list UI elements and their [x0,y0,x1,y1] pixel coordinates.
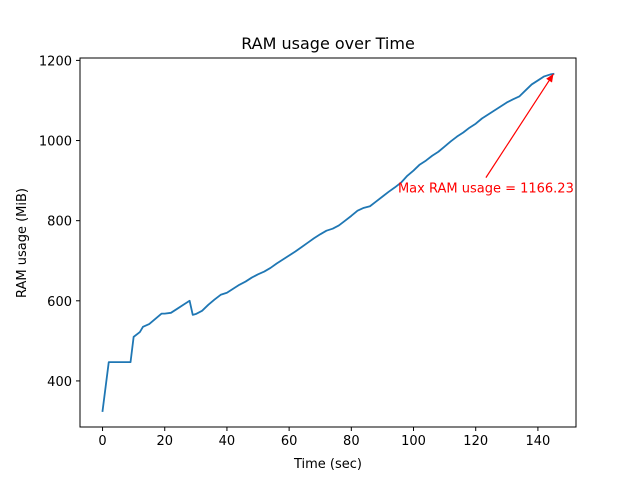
y-tick-label: 600 [47,295,72,310]
y-tick-label: 400 [47,375,72,390]
y-axis-label: RAM usage (MiB) [15,188,30,298]
y-tick-label: 800 [47,215,72,230]
x-axis-ticks: 0 20 40 60 80 100 120 140 [98,427,550,449]
axes-frame [79,57,577,428]
x-tick-label: 140 [525,434,550,449]
ram-usage-series-line [101,72,555,412]
max-ram-arrow-head [546,73,554,83]
x-axis-label: Time (sec) [293,457,362,472]
y-axis-ticks: 400 600 800 1000 1200 [39,54,80,390]
y-tick-label: 1200 [39,54,72,69]
x-tick-label: 100 [401,434,426,449]
x-tick-label: 40 [219,434,236,449]
x-tick-label: 80 [343,434,360,449]
x-tick-label: 60 [281,434,298,449]
x-tick-label: 0 [98,434,106,449]
plot-area: Max RAM usage = 1166.23 [79,57,577,428]
chart-title: RAM usage over Time [241,34,415,53]
x-tick-label: 120 [463,434,488,449]
y-tick-label: 1000 [39,135,72,150]
x-tick-label: 20 [156,434,173,449]
max-ram-annotation-label: Max RAM usage = 1166.23 [398,182,574,197]
max-ram-arrow-shaft [485,73,554,178]
series-group [101,72,555,412]
annotation-group: Max RAM usage = 1166.23 [398,73,574,197]
